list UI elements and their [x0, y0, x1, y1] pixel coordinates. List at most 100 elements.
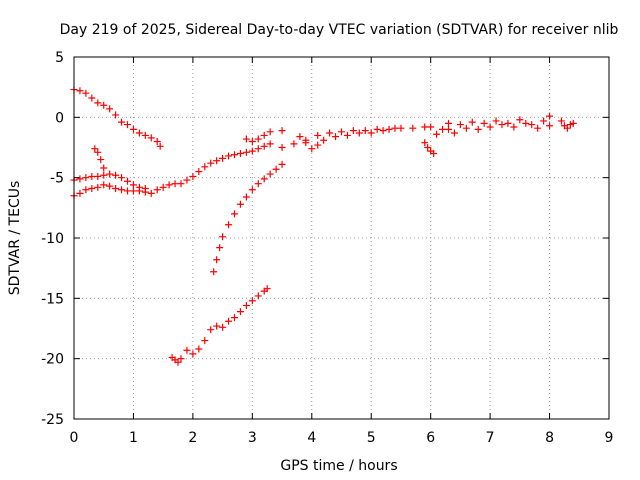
data-point [492, 117, 500, 125]
data-point [100, 181, 108, 189]
series-track-a [70, 86, 164, 150]
x-axis-label: GPS time / hours [280, 458, 397, 474]
data-point [272, 165, 280, 173]
data-point [225, 152, 233, 160]
x-tick-label: 2 [188, 430, 197, 446]
data-point [106, 182, 114, 190]
data-point [373, 125, 381, 133]
data-point [263, 285, 271, 293]
data-point [445, 125, 452, 133]
data-point [397, 124, 405, 132]
data-point [248, 137, 256, 145]
data-point [177, 180, 185, 188]
x-tick-label: 4 [307, 430, 316, 446]
data-point [213, 157, 221, 165]
series-track-g [266, 112, 554, 151]
data-point [159, 183, 167, 191]
data-point [213, 322, 221, 330]
data-point [189, 172, 197, 180]
data-point [189, 350, 197, 358]
data-point [433, 130, 441, 138]
data-point [94, 172, 102, 180]
data-point [430, 150, 438, 158]
data-point [569, 119, 577, 127]
data-point [82, 89, 90, 97]
data-point [94, 183, 102, 191]
series-track-f [168, 285, 271, 366]
y-tick-label: -10 [41, 231, 64, 247]
data-point [135, 183, 143, 191]
data-point [242, 135, 250, 143]
data-point [326, 129, 334, 137]
x-tick-label: 5 [367, 430, 376, 446]
data-point [147, 134, 155, 142]
series-track-k [242, 127, 286, 145]
series-track-c [70, 170, 149, 193]
x-tick-label: 3 [248, 430, 257, 446]
data-point [260, 131, 268, 139]
data-point [314, 131, 322, 139]
data-point [219, 154, 227, 162]
data-point [557, 117, 565, 125]
data-point [210, 268, 218, 276]
data-point [320, 136, 328, 144]
data-point [94, 99, 102, 107]
series-track-b [70, 142, 268, 200]
data-point [112, 111, 120, 119]
data-point [510, 123, 518, 131]
data-point [421, 123, 429, 131]
data-point [385, 125, 393, 133]
x-tick-label: 0 [70, 430, 79, 446]
data-point [76, 87, 84, 95]
data-point [153, 186, 161, 194]
data-point [165, 181, 173, 189]
y-tick-label: -5 [50, 171, 64, 187]
data-point [379, 127, 387, 135]
data-point [88, 185, 96, 193]
data-point [546, 122, 554, 130]
data-point [349, 127, 357, 135]
y-tick-label: 0 [55, 110, 64, 126]
data-point [231, 314, 238, 322]
x-tick-label: 9 [605, 430, 614, 446]
data-point [468, 118, 476, 126]
data-point [236, 200, 244, 208]
data-point [88, 94, 96, 102]
data-point [106, 105, 114, 113]
data-point [236, 150, 244, 158]
data-point [534, 124, 542, 132]
data-point [112, 171, 120, 179]
data-point [213, 256, 221, 264]
y-tick-label: 5 [55, 50, 64, 66]
data-point [266, 170, 274, 178]
data-point [314, 141, 322, 149]
x-tick-label: 1 [129, 430, 138, 446]
data-point [242, 193, 250, 201]
data-point [124, 177, 131, 185]
data-point [219, 233, 227, 241]
x-tick-label: 7 [486, 430, 495, 446]
data-point [248, 147, 256, 155]
data-point [106, 170, 114, 178]
data-point [195, 168, 203, 176]
data-point [76, 189, 84, 197]
data-point [225, 221, 233, 229]
data-point [225, 317, 233, 325]
y-tick-label: -15 [41, 291, 64, 307]
data-point [462, 124, 470, 132]
data-point [528, 121, 536, 129]
data-point [450, 129, 458, 137]
data-point [278, 144, 286, 151]
data-point [278, 127, 286, 135]
data-point [504, 119, 512, 127]
data-point [183, 346, 191, 354]
data-point [367, 129, 375, 137]
data-point [421, 139, 429, 147]
data-point [118, 186, 126, 194]
data-point [254, 135, 262, 143]
data-point [361, 127, 369, 135]
data-point [177, 355, 185, 363]
data-point [100, 164, 108, 172]
data-point [566, 121, 574, 129]
